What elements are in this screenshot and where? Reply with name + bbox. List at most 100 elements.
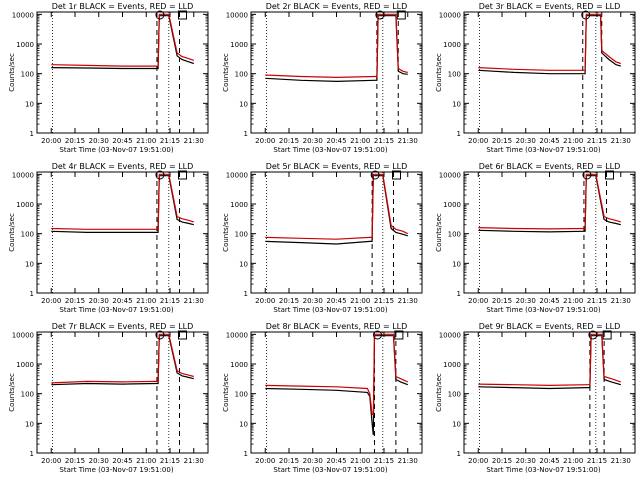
chart-title: Det 3r BLACK = Events, RED = LLD	[479, 2, 621, 11]
x-tick-label: 21:30	[611, 137, 631, 145]
y-tick-label: 100	[235, 391, 248, 399]
y-axis-label: Counts/sec	[222, 53, 230, 92]
y-tick-label: 10	[25, 420, 34, 428]
x-tick-label: 20:00	[255, 297, 275, 305]
y-tick-label: 1	[244, 130, 248, 138]
square-marker	[605, 170, 614, 180]
y-tick-label: 1000	[443, 361, 461, 369]
chart-panel-7: Det 7r BLACK = Events, RED = LLD 1 10 100 10…	[8, 322, 209, 474]
y-tick-label: 1000	[443, 41, 461, 49]
circle-marker	[155, 10, 165, 20]
y-tick-label: 1000	[16, 201, 34, 209]
y-tick-label: 10	[25, 260, 34, 268]
x-axis-label: Start Time (03-Nov-07 19:51:00)	[59, 466, 173, 474]
y-tick-label: 100	[448, 71, 461, 79]
x-tick-label: 21:15	[160, 137, 180, 145]
x-tick-label: 20:45	[539, 297, 559, 305]
circle-marker	[375, 10, 385, 20]
x-tick-label: 20:45	[539, 137, 559, 145]
plot-frame	[36, 331, 209, 454]
x-tick-label: 20:15	[65, 137, 85, 145]
y-tick-label: 100	[235, 71, 248, 79]
y-tick-label: 10000	[226, 171, 248, 179]
circle-marker	[582, 170, 592, 180]
x-tick-label: 20:00	[468, 457, 488, 465]
chart-title: Det 5r BLACK = Events, RED = LLD	[266, 162, 408, 171]
chart-panel-4: Det 4r BLACK = Events, RED = LLD 1 10 100 10…	[8, 162, 209, 314]
square-marker	[392, 170, 401, 180]
circle-marker	[581, 10, 591, 20]
y-tick-label: 1000	[443, 201, 461, 209]
x-tick-label: 21:15	[587, 457, 607, 465]
circle-marker	[155, 170, 165, 180]
x-tick-label: 21:15	[374, 137, 394, 145]
x-tick-label: 21:00	[350, 297, 370, 305]
series-lld-line	[51, 333, 194, 384]
x-tick-label: 21:15	[160, 457, 180, 465]
y-tick-label: 1	[457, 290, 461, 298]
square-marker	[178, 10, 187, 20]
series-events-line	[51, 335, 194, 386]
chart-panel-9: Det 9r BLACK = Events, RED = LLD 1 10 100 10…	[435, 322, 636, 474]
square-marker	[178, 330, 187, 340]
chart-panel-3: Det 3r BLACK = Events, RED = LLD 1 10 100 10…	[435, 2, 636, 154]
square-marker	[602, 330, 612, 340]
x-tick-label: 21:30	[184, 457, 204, 465]
x-tick-label: 21:00	[563, 137, 583, 145]
x-axis-label: Start Time (03-Nov-07 19:51:00)	[59, 146, 173, 154]
x-tick-label: 21:30	[611, 457, 631, 465]
x-axis-label: Start Time (03-Nov-07 19:51:00)	[486, 466, 600, 474]
series-events-line	[265, 15, 408, 83]
y-tick-label: 10000	[12, 171, 34, 179]
y-tick-label: 100	[21, 391, 34, 399]
y-tick-label: 1	[30, 450, 34, 458]
chart-title: Det 2r BLACK = Events, RED = LLD	[266, 2, 408, 11]
y-tick-label: 1	[244, 290, 248, 298]
x-tick-label: 20:00	[468, 137, 488, 145]
series-events-line	[478, 335, 621, 390]
x-tick-label: 20:15	[492, 297, 512, 305]
x-tick-label: 21:15	[587, 137, 607, 145]
circle-marker	[588, 330, 598, 340]
y-tick-label: 10	[452, 100, 461, 108]
x-tick-label: 20:45	[112, 457, 132, 465]
series-lld-line	[478, 173, 621, 230]
y-tick-label: 1000	[16, 361, 34, 369]
x-tick-label: 20:15	[279, 457, 299, 465]
chart-title: Det 1r BLACK = Events, RED = LLD	[52, 2, 194, 11]
y-tick-label: 1	[457, 130, 461, 138]
x-tick-label: 21:00	[350, 457, 370, 465]
y-tick-label: 10000	[226, 11, 248, 19]
chart-panel-1: Det 1r BLACK = Events, RED = LLD 1 10 100 10…	[8, 2, 209, 154]
x-tick-label: 21:15	[160, 297, 180, 305]
chart-title: Det 7r BLACK = Events, RED = LLD	[52, 322, 194, 331]
x-tick-label: 21:00	[350, 137, 370, 145]
y-tick-label: 10000	[439, 171, 461, 179]
series-lld-line	[265, 173, 409, 240]
x-tick-label: 20:30	[516, 297, 536, 305]
x-tick-label: 21:30	[398, 137, 418, 145]
y-tick-label: 100	[21, 71, 34, 79]
plot-frame	[463, 331, 636, 454]
series-events-line	[51, 15, 194, 70]
series-lld-line	[478, 13, 621, 71]
x-tick-label: 21:15	[374, 457, 394, 465]
chart-title: Det 8r BLACK = Events, RED = LLD	[266, 322, 408, 331]
y-tick-label: 1	[30, 130, 34, 138]
y-tick-label: 10	[239, 260, 248, 268]
x-tick-label: 21:00	[136, 457, 156, 465]
y-tick-label: 10000	[12, 331, 34, 339]
x-tick-label: 20:15	[279, 137, 299, 145]
x-tick-label: 20:15	[492, 457, 512, 465]
x-tick-label: 21:15	[374, 297, 394, 305]
chart-title: Det 4r BLACK = Events, RED = LLD	[52, 162, 194, 171]
x-axis-label: Start Time (03-Nov-07 19:51:00)	[59, 306, 173, 314]
x-tick-label: 20:00	[255, 137, 275, 145]
x-tick-label: 20:15	[65, 457, 85, 465]
x-tick-label: 21:30	[184, 137, 204, 145]
series-lld-line	[51, 13, 195, 67]
y-axis-label: Counts/sec	[8, 373, 16, 412]
y-tick-label: 1	[457, 450, 461, 458]
x-tick-label: 20:30	[303, 137, 323, 145]
